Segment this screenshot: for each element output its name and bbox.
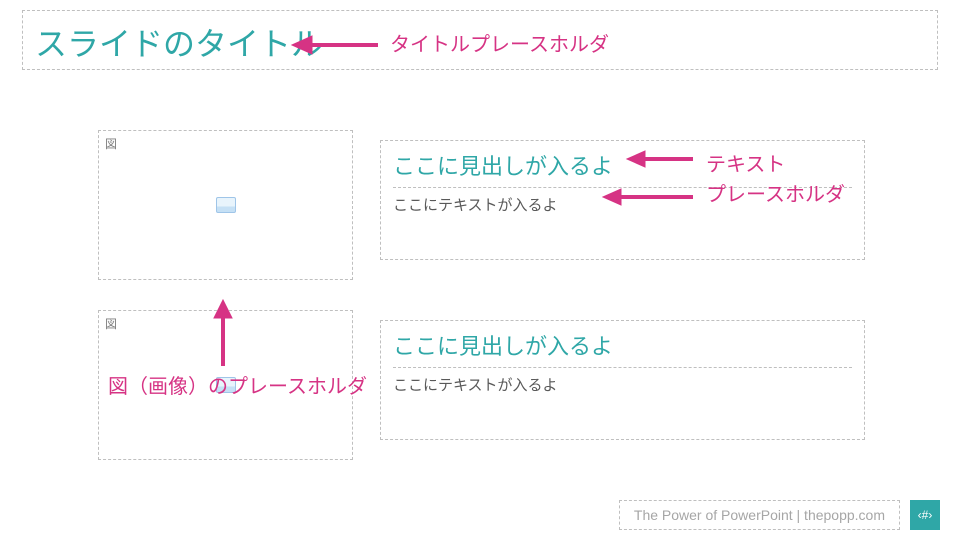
footer-text: The Power of PowerPoint | thepopp.com [619, 500, 900, 530]
annotation-text-line1: テキスト [706, 148, 785, 177]
picture-icon [216, 197, 236, 213]
arrow-title-icon [290, 30, 380, 60]
arrow-text-heading-icon [625, 145, 695, 173]
image-label-1: 図 [99, 131, 352, 156]
image-placeholder-1[interactable]: 図 [98, 130, 353, 280]
arrow-text-body-icon [601, 183, 695, 211]
annotation-image: 図（画像）のプレースホルダ [108, 370, 367, 399]
annotation-text-line2: プレースホルダ [706, 178, 845, 207]
slide-number-badge: ‹#› [910, 500, 940, 530]
body-2: ここにテキストが入るよ [393, 374, 852, 395]
arrow-image-icon [208, 298, 238, 368]
heading-2: ここに見出しが入るよ [393, 329, 852, 368]
footer: The Power of PowerPoint | thepopp.com ‹#… [619, 500, 940, 530]
text-placeholder-2[interactable]: ここに見出しが入るよ ここにテキストが入るよ [380, 320, 865, 440]
annotation-title: タイトルプレースホルダ [390, 28, 609, 57]
